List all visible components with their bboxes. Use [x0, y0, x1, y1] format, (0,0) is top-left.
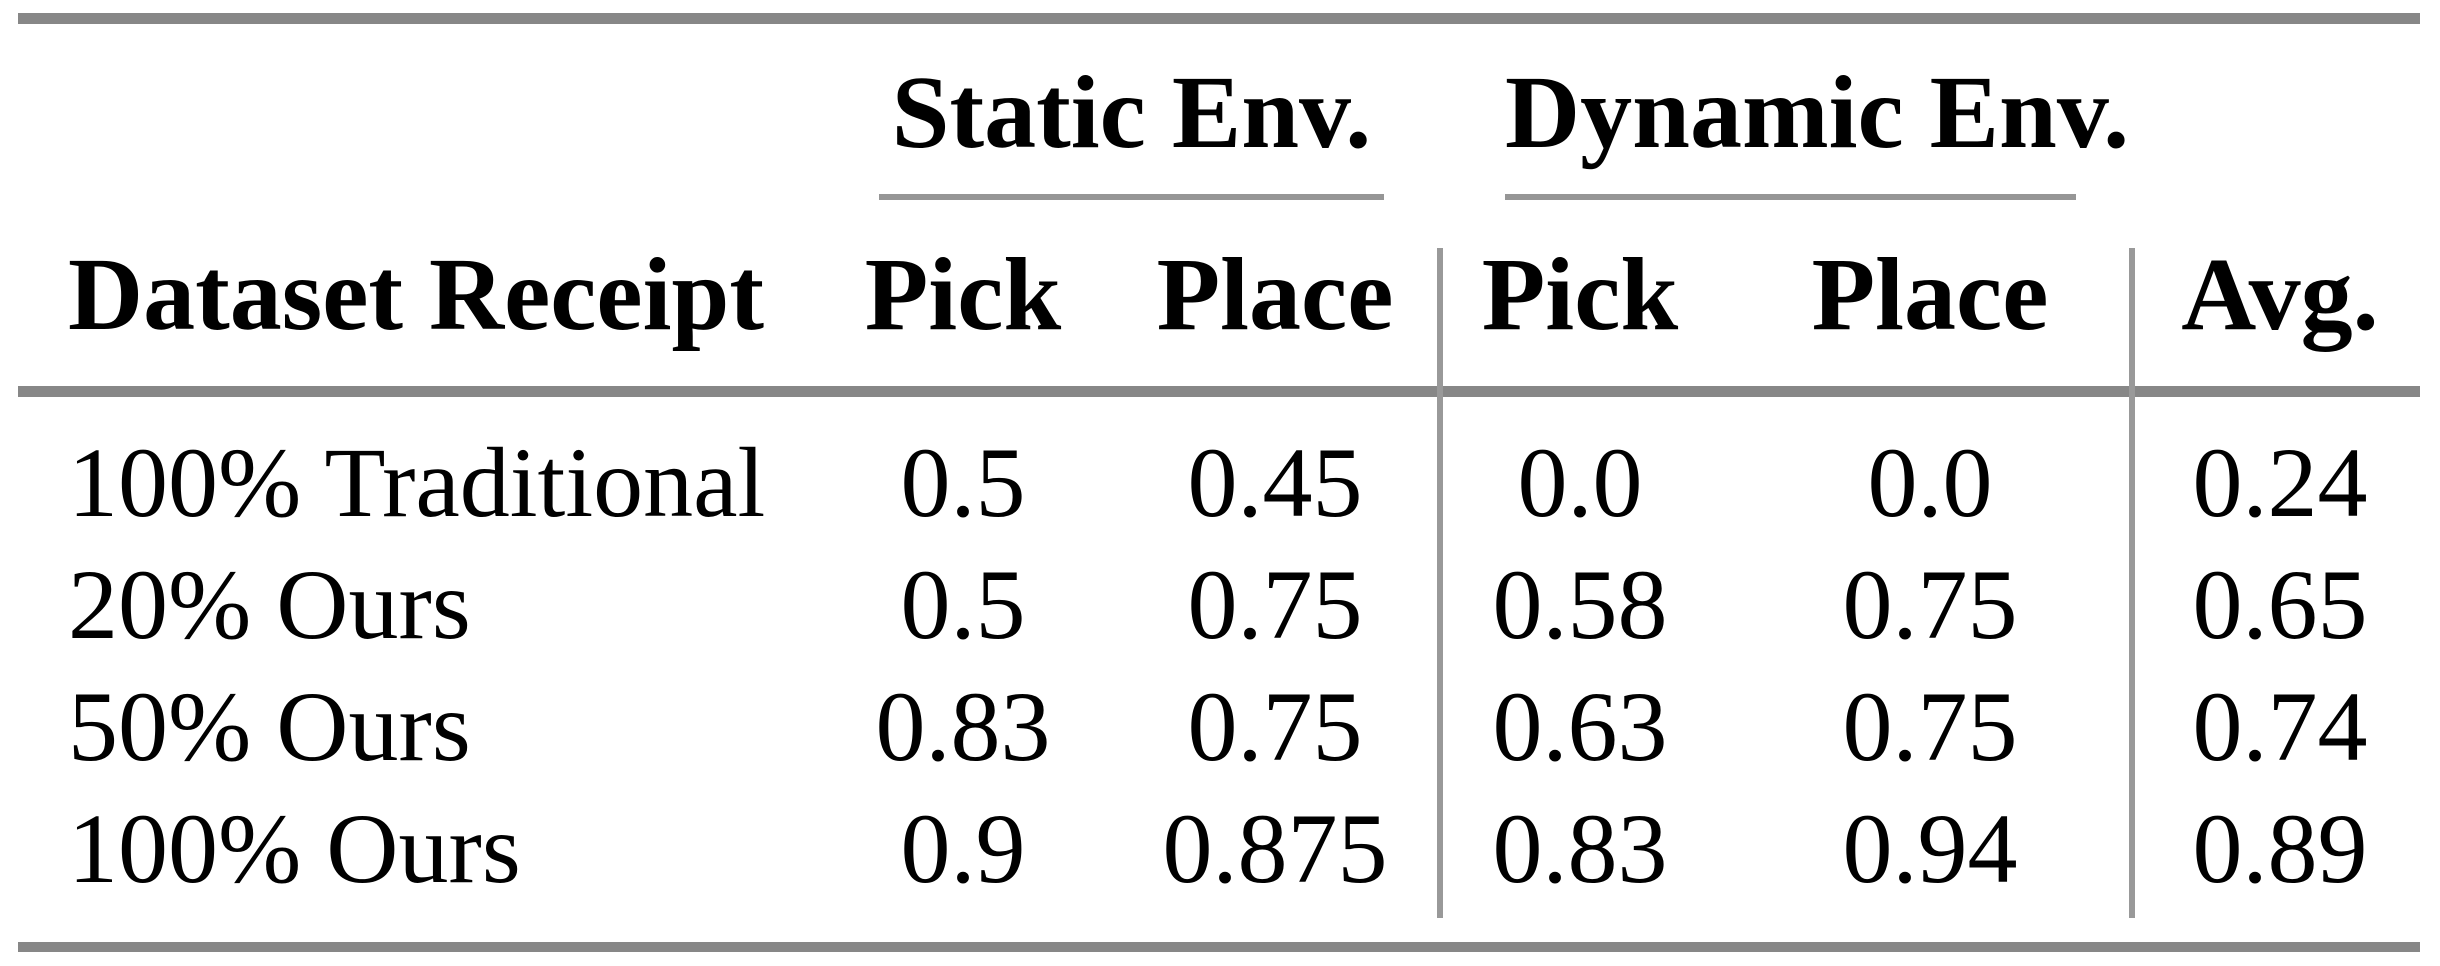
- static-dynamic-separator: [1437, 248, 1443, 918]
- avg-separator: [2129, 248, 2135, 918]
- top-rule: [18, 13, 2420, 24]
- group-header-static-env: Static Env.: [891, 55, 1372, 170]
- cell-dynamic-place: 0.0: [1867, 427, 1993, 538]
- cell-static-place: 0.875: [1162, 793, 1388, 904]
- column-header-avg: Avg.: [2181, 237, 2379, 352]
- static-env-cmidrule: [879, 194, 1384, 200]
- cell-avg: 0.65: [2192, 549, 2368, 660]
- row-label: 20% Ours: [68, 549, 471, 660]
- cell-dynamic-place: 0.75: [1842, 671, 2018, 782]
- header-midrule: [18, 386, 2420, 397]
- row-label: 100% Ours: [68, 793, 521, 904]
- cell-static-place: 0.45: [1187, 427, 1363, 538]
- row-label: 50% Ours: [68, 671, 471, 782]
- group-header-dynamic-env: Dynamic Env.: [1505, 55, 2130, 170]
- cell-static-place: 0.75: [1187, 549, 1363, 660]
- cell-avg: 0.24: [2192, 427, 2368, 538]
- cell-dynamic-pick: 0.0: [1517, 427, 1643, 538]
- column-header-dynamic-place: Place: [1811, 237, 2049, 352]
- cell-dynamic-pick: 0.63: [1492, 671, 1668, 782]
- row-label: 100% Traditional: [68, 427, 766, 538]
- cell-avg: 0.89: [2192, 793, 2368, 904]
- cell-dynamic-pick: 0.83: [1492, 793, 1668, 904]
- cell-static-pick: 0.5: [900, 427, 1026, 538]
- column-header-dataset-receipt: Dataset Receipt: [68, 237, 764, 352]
- cell-avg: 0.74: [2192, 671, 2368, 782]
- column-header-static-place: Place: [1156, 237, 1394, 352]
- cell-dynamic-place: 0.75: [1842, 549, 2018, 660]
- cell-dynamic-pick: 0.58: [1492, 549, 1668, 660]
- bottom-rule: [18, 942, 2420, 952]
- cell-static-pick: 0.9: [900, 793, 1026, 904]
- cell-static-place: 0.75: [1187, 671, 1363, 782]
- column-header-static-pick: Pick: [864, 237, 1062, 352]
- dynamic-env-cmidrule: [1505, 194, 2076, 200]
- column-header-dynamic-pick: Pick: [1481, 237, 1679, 352]
- cell-static-pick: 0.83: [875, 671, 1051, 782]
- cell-static-pick: 0.5: [900, 549, 1026, 660]
- cell-dynamic-place: 0.94: [1842, 793, 2018, 904]
